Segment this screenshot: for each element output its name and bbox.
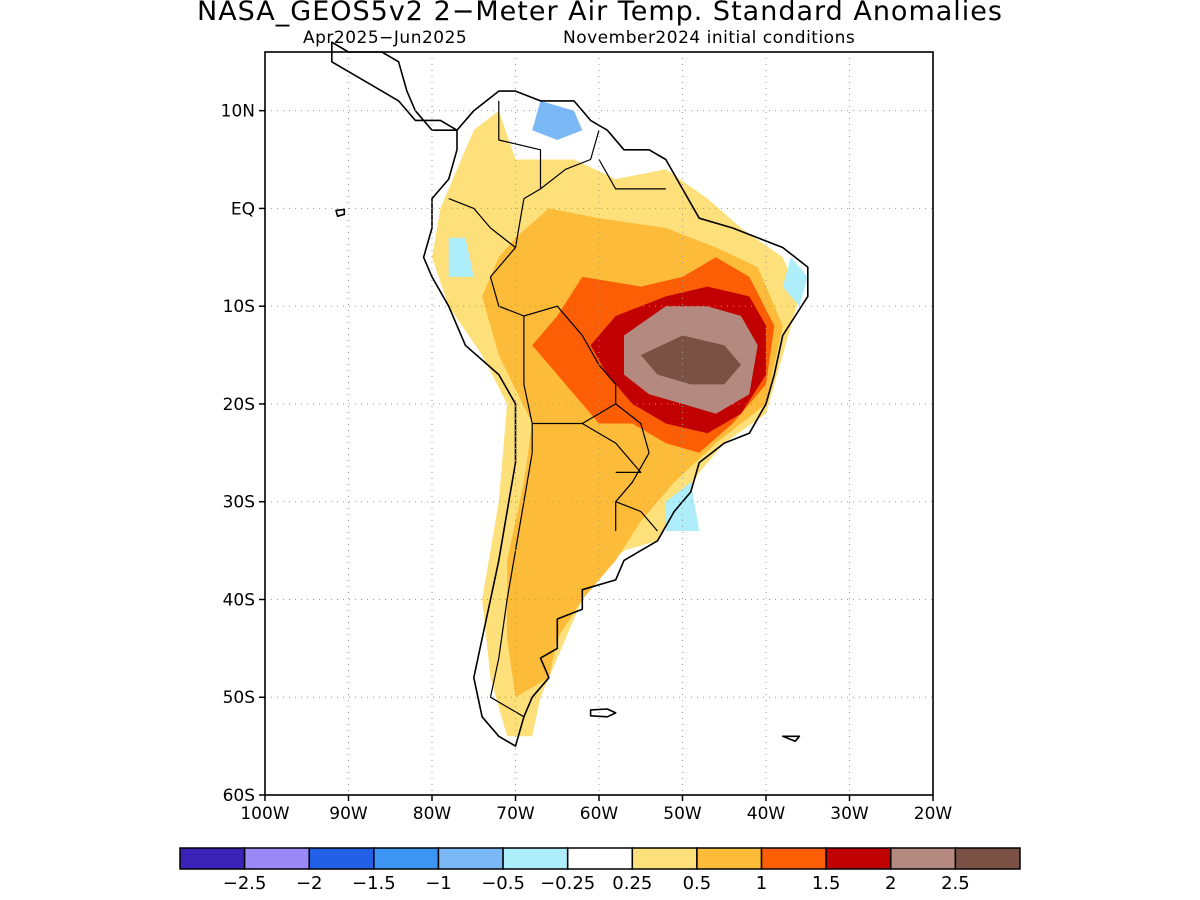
tick-label-lat: 10S bbox=[223, 297, 255, 317]
colorbar-swatch bbox=[954, 847, 1021, 870]
tick-label-lon: 100W bbox=[240, 804, 289, 824]
colorbar-swatch bbox=[373, 847, 440, 870]
anomaly-region-9 bbox=[782, 257, 808, 307]
tick-label-lat: 30S bbox=[223, 493, 255, 513]
border-brazil-paraguay bbox=[615, 403, 650, 453]
colorbar-label: −2.5 bbox=[223, 873, 267, 894]
anomaly-region-7 bbox=[448, 237, 474, 277]
anomaly-region-5 bbox=[640, 335, 741, 385]
border-guianas-brazil bbox=[598, 159, 666, 190]
border-paraguay-argentina bbox=[581, 422, 642, 473]
coastline-galapagos bbox=[335, 208, 346, 217]
border-peru-brazil bbox=[489, 247, 525, 317]
coastline-south-america bbox=[422, 90, 809, 747]
map-title: NASA_GEOS5v2 2−Meter Air Temp. Standard … bbox=[197, 0, 1003, 27]
tick-label-lon: 50W bbox=[663, 804, 702, 824]
colorbar-swatch bbox=[825, 847, 892, 870]
tick-label-lat: 10N bbox=[221, 102, 255, 122]
colorbar-swatch bbox=[566, 847, 634, 870]
colorbar-label: 1.5 bbox=[812, 873, 841, 894]
colorbar-label: −1 bbox=[425, 873, 452, 894]
anomaly-region-8 bbox=[665, 482, 700, 531]
colorbar-swatch bbox=[696, 847, 763, 870]
tick-label-lat: 40S bbox=[223, 590, 255, 610]
colorbar-label: 2.5 bbox=[941, 873, 970, 894]
coastline-layer bbox=[330, 41, 809, 747]
colorbar-swatch bbox=[179, 847, 246, 870]
colorbar-label: −1.5 bbox=[352, 873, 396, 894]
border-uruguay-brazil bbox=[615, 501, 658, 532]
forecast-period: Apr2025−Jun2025 bbox=[303, 28, 468, 48]
coastline-central-america bbox=[330, 41, 458, 131]
tick-label-lat: 50S bbox=[223, 688, 255, 708]
colorbar-label: −2 bbox=[296, 873, 323, 894]
colorbar-label: 2 bbox=[885, 873, 896, 894]
tick-label-lon: 60W bbox=[580, 804, 619, 824]
border-colombia-venezuela bbox=[498, 100, 542, 200]
border-layer bbox=[448, 100, 666, 718]
colorbar-swatch bbox=[760, 847, 827, 870]
tick-label-lon: 80W bbox=[413, 804, 452, 824]
colorbar-legend: −2.5 −2 −1.5 −1 −0.5 −0.25 0.25 0.5 1 1.5 2 2.5 bbox=[179, 847, 1021, 894]
tick-label-lat: 60S bbox=[223, 786, 255, 806]
colorbar-swatch bbox=[502, 847, 569, 870]
anomaly-fill-layer bbox=[432, 100, 808, 737]
border-venezuela-guyana-brazil bbox=[540, 130, 600, 190]
initial-conditions-label: November2024 initial conditions bbox=[563, 28, 856, 48]
colorbar-swatch bbox=[890, 847, 957, 870]
coastline-falkland-islands bbox=[589, 708, 617, 718]
border-bolivia-paraguay-argentina bbox=[532, 403, 617, 425]
tick-label-lat: 20S bbox=[223, 395, 255, 415]
tick-label-lon: 30W bbox=[830, 804, 869, 824]
border-bolivia-peru-chile bbox=[523, 316, 533, 453]
tick-label-lon: 70W bbox=[496, 804, 535, 824]
tick-label-lon: 90W bbox=[329, 804, 368, 824]
colorbar-label: −0.5 bbox=[481, 873, 525, 894]
tick-label-lat: EQ bbox=[231, 199, 255, 219]
colorbar-swatch bbox=[308, 847, 375, 870]
border-bolivia-brazil bbox=[523, 305, 617, 404]
colorbar-label: 1 bbox=[756, 873, 767, 894]
tick-label-lon: 40W bbox=[747, 804, 786, 824]
border-argentina-uruguay-brazil bbox=[615, 452, 650, 531]
colorbar-label: 0.25 bbox=[612, 873, 652, 894]
axis-ticks: 100W 90W 80W 70W 60W 50W 40W 30W 20W 10N EQ 10S 20S 3… bbox=[221, 102, 953, 824]
colorbar-label: −0.25 bbox=[540, 873, 595, 894]
colorbar-swatch bbox=[437, 847, 504, 870]
colorbar-swatch bbox=[631, 847, 698, 870]
border-colombia-peru bbox=[448, 198, 525, 249]
anomaly-region-6 bbox=[532, 100, 583, 140]
colorbar-swatch bbox=[243, 847, 310, 870]
tick-label-lon: 20W bbox=[914, 804, 953, 824]
coastline-south-georgia bbox=[781, 735, 801, 743]
colorbar-label: 0.5 bbox=[683, 873, 712, 894]
